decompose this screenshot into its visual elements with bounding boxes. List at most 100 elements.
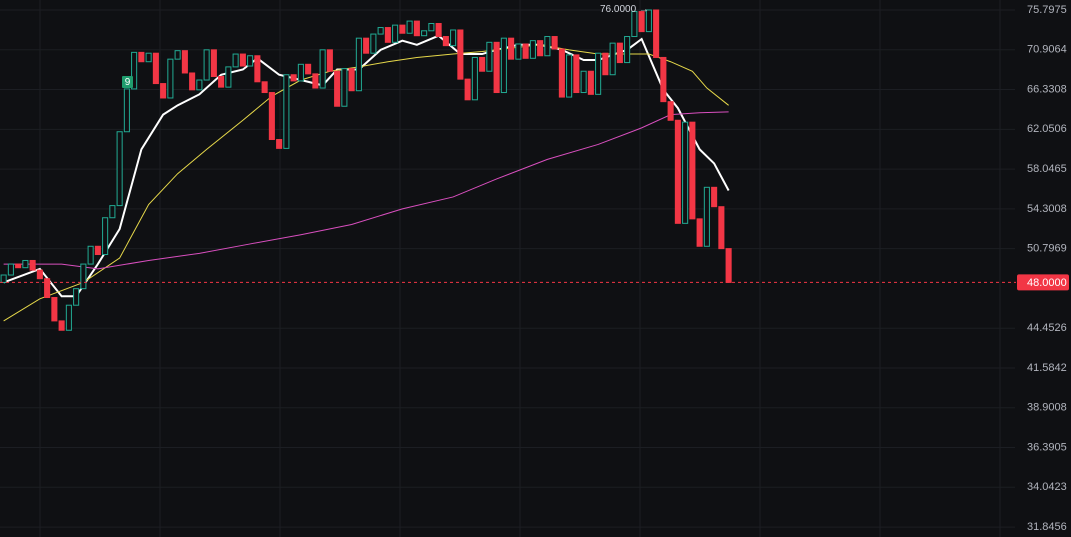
candle-body [602, 52, 609, 76]
candle-body [312, 73, 319, 89]
candle-body [457, 29, 464, 80]
candle-body [58, 320, 65, 331]
y-tick-label: 31.8456 [1027, 521, 1067, 533]
candle-body [660, 56, 667, 103]
candle-body [580, 70, 587, 94]
candle-body [573, 54, 580, 94]
candle-body [276, 139, 283, 149]
candle-body [51, 297, 58, 322]
candle-body [348, 68, 355, 92]
candle-body [421, 30, 428, 37]
candles: 9 76.0000 → [0, 4, 732, 331]
candle-body [297, 63, 304, 82]
y-tick-label: 75.7975 [1027, 4, 1067, 16]
candle-body [152, 52, 159, 85]
candle-body [442, 36, 449, 47]
candle-body [638, 11, 645, 33]
candle-body [493, 41, 500, 94]
y-tick-label: 54.3008 [1027, 203, 1067, 215]
candle-body [428, 23, 435, 32]
candle-body [631, 11, 638, 38]
candle-body [160, 83, 167, 99]
y-tick-label: 66.3308 [1027, 83, 1067, 95]
y-tick-label: 58.0465 [1027, 163, 1067, 175]
candle-body [406, 20, 413, 34]
y-tick-label: 38.9008 [1027, 402, 1067, 414]
last-price-box [1017, 274, 1069, 291]
candle-body [123, 88, 130, 133]
candle-body [305, 63, 312, 75]
candle-body [595, 52, 602, 95]
candle-body [725, 248, 732, 283]
candle-body [341, 68, 348, 107]
candle-body [319, 49, 326, 89]
candle-body [22, 259, 29, 269]
candle-body [508, 37, 515, 60]
candle-body [384, 27, 391, 43]
candle-body [225, 66, 232, 88]
moving-average-line [3, 111, 729, 270]
y-tick-label: 44.4526 [1027, 322, 1067, 334]
candle-body [73, 288, 80, 306]
candle-body [7, 263, 14, 276]
candle-body [674, 119, 681, 224]
candle-body [464, 78, 471, 101]
candle-body [667, 101, 674, 121]
candle-body [326, 49, 333, 72]
candle-body [718, 206, 725, 250]
candle-body [435, 23, 442, 38]
candle-body [515, 43, 522, 60]
price-axis: 75.7975 70.9064 66.3308 62.0506 58.0465 54.30… [0, 4, 1069, 533]
candle-body [87, 245, 94, 265]
last-price-label: 48.0000 [1027, 277, 1067, 289]
candle-body [254, 55, 261, 83]
candle-body [479, 56, 486, 72]
candle-body [399, 24, 406, 34]
candle-body [696, 218, 703, 247]
candle-body [109, 205, 116, 219]
candle-body [268, 92, 275, 141]
candle-body [609, 42, 616, 76]
candle-body [283, 74, 290, 149]
candle-body [15, 263, 22, 269]
candle-body [537, 40, 544, 57]
candle-body [522, 43, 529, 59]
candle-body [616, 42, 623, 64]
y-tick-label: 62.0506 [1027, 123, 1067, 135]
candle-body [645, 9, 652, 33]
candle-body [711, 186, 718, 208]
candle-body [486, 41, 493, 72]
candle-body [36, 269, 43, 280]
candle-body [232, 53, 239, 68]
candle-body [239, 53, 246, 67]
candle-body [210, 49, 217, 77]
signal-badge [122, 76, 133, 88]
signal-label: 9 [125, 77, 131, 88]
candle-body [131, 51, 138, 90]
candle-body [145, 52, 152, 63]
y-tick-label: 50.7969 [1027, 243, 1067, 255]
candle-body [203, 49, 210, 81]
candle-body [653, 9, 660, 58]
candle-body [65, 304, 72, 331]
candle-body [189, 72, 196, 91]
candle-body [218, 75, 225, 88]
candle-body [174, 50, 181, 60]
candle-body [116, 131, 123, 207]
candle-body [377, 27, 384, 35]
candle-body [624, 36, 631, 64]
candle-body [392, 24, 399, 43]
candle-body [167, 58, 174, 99]
candle-body [558, 48, 565, 98]
candle-body [334, 70, 341, 107]
high-marker: 76.0000 → [600, 4, 649, 15]
candle-body [682, 121, 689, 224]
candle-body [450, 29, 457, 47]
candle-body [529, 40, 536, 59]
y-tick-label: 41.5842 [1027, 362, 1067, 374]
candle-body [44, 278, 51, 299]
candle-body [196, 79, 203, 91]
candle-body [566, 54, 573, 98]
candle-body [80, 263, 87, 290]
candle-body [102, 217, 109, 256]
